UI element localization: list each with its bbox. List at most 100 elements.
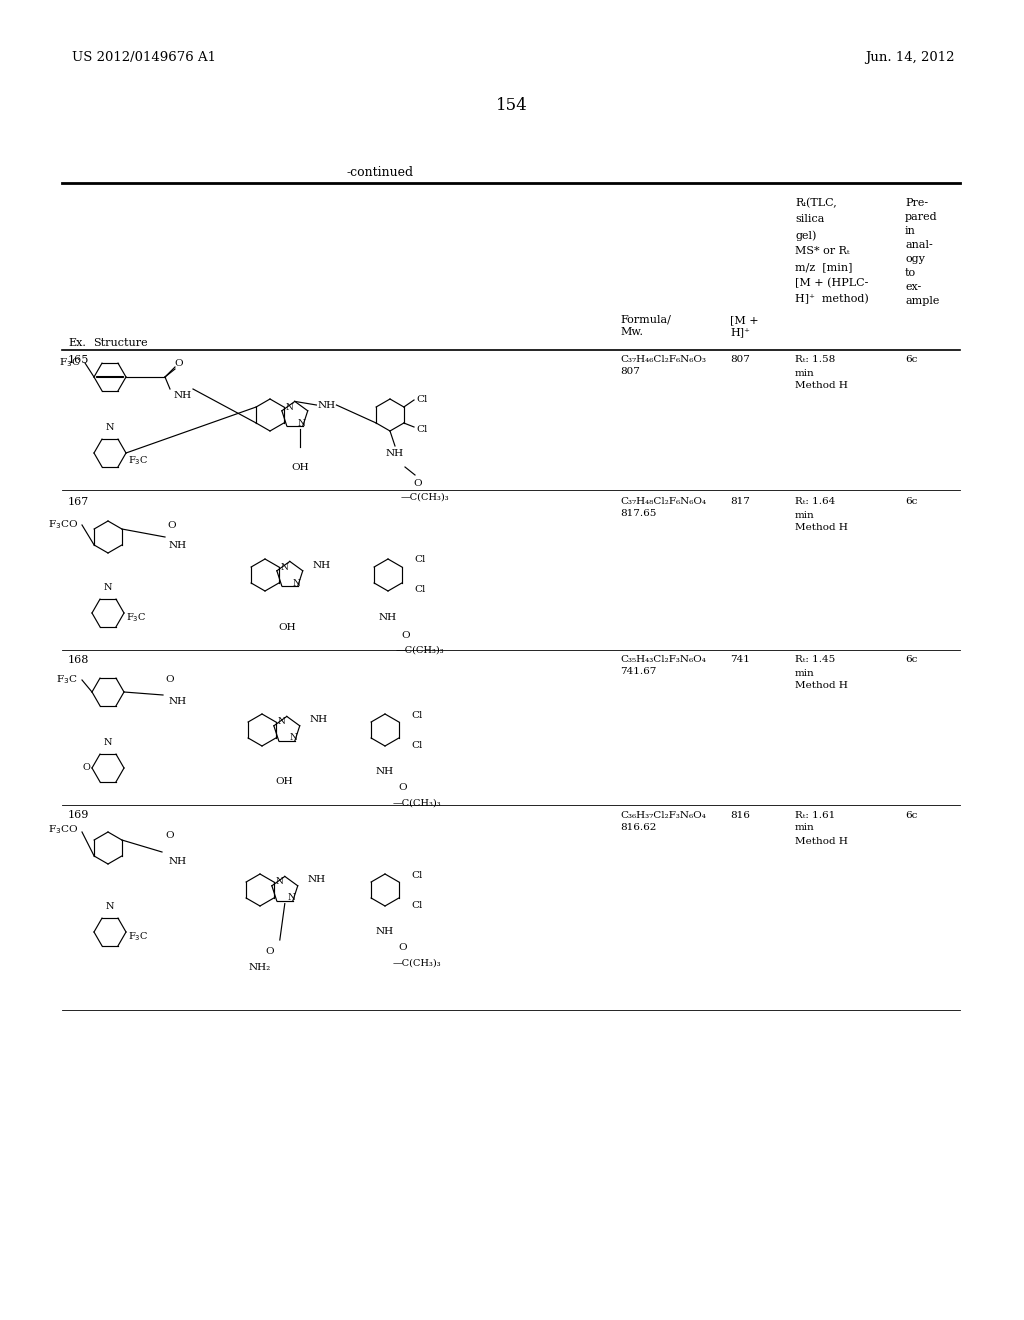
Text: F$_3$CO: F$_3$CO — [48, 519, 78, 532]
Text: Cl: Cl — [411, 900, 422, 909]
Text: -continued: -continued — [346, 165, 414, 178]
Text: min: min — [795, 511, 815, 520]
Text: O: O — [166, 676, 174, 685]
Text: 167: 167 — [68, 498, 89, 507]
Text: —C(CH₃)₃: —C(CH₃)₃ — [400, 492, 450, 502]
Text: NH: NH — [169, 858, 187, 866]
Text: Rₜ(TLC,: Rₜ(TLC, — [795, 198, 837, 209]
Text: 168: 168 — [68, 655, 89, 665]
Text: N: N — [281, 562, 289, 572]
Text: 741.67: 741.67 — [620, 668, 656, 676]
Text: pared: pared — [905, 213, 938, 222]
Text: NH: NH — [312, 561, 331, 569]
Text: 816: 816 — [730, 810, 750, 820]
Text: min: min — [795, 824, 815, 833]
Text: min: min — [795, 668, 815, 677]
Text: Jun. 14, 2012: Jun. 14, 2012 — [865, 51, 955, 65]
Text: Cl: Cl — [416, 396, 427, 404]
Text: 817.65: 817.65 — [620, 510, 656, 519]
Text: Rₜ: 1.45: Rₜ: 1.45 — [795, 656, 836, 664]
Text: H]⁺  method): H]⁺ method) — [795, 294, 868, 305]
Text: MS* or Rₜ: MS* or Rₜ — [795, 246, 850, 256]
Text: NH: NH — [379, 612, 397, 622]
Text: NH₂: NH₂ — [249, 964, 271, 973]
Text: silica: silica — [795, 214, 824, 224]
Text: Method H: Method H — [795, 681, 848, 690]
Text: H]⁺: H]⁺ — [730, 327, 750, 337]
Text: N: N — [298, 418, 306, 428]
Text: 6c: 6c — [905, 656, 918, 664]
Text: ex-: ex- — [905, 282, 922, 292]
Text: Cl: Cl — [411, 870, 422, 879]
Text: O: O — [265, 948, 274, 957]
Text: OH: OH — [275, 777, 293, 787]
Text: Cl: Cl — [414, 556, 425, 565]
Text: anal-: anal- — [905, 240, 933, 249]
Text: NH: NH — [376, 767, 394, 776]
Text: Cl: Cl — [411, 710, 422, 719]
Text: Cl: Cl — [416, 425, 427, 434]
Text: Method H: Method H — [795, 837, 848, 846]
Text: O: O — [168, 520, 176, 529]
Text: 6c: 6c — [905, 498, 918, 507]
Text: N: N — [103, 738, 113, 747]
Text: [M + (HPLC-: [M + (HPLC- — [795, 279, 868, 288]
Text: Rₜ: 1.64: Rₜ: 1.64 — [795, 498, 836, 507]
Text: Method H: Method H — [795, 381, 848, 391]
Text: OH: OH — [291, 462, 309, 471]
Text: F$_3$C: F$_3$C — [128, 454, 148, 467]
Text: N: N — [275, 878, 284, 887]
Text: 816.62: 816.62 — [620, 822, 656, 832]
Text: Mw.: Mw. — [620, 327, 643, 337]
Text: 169: 169 — [68, 810, 89, 820]
Text: C₃₇H₄₈Cl₂F₆N₆O₄: C₃₇H₄₈Cl₂F₆N₆O₄ — [620, 498, 707, 507]
Text: 807: 807 — [620, 367, 640, 376]
Text: Pre-: Pre- — [905, 198, 928, 209]
Text: Formula/: Formula/ — [620, 315, 671, 325]
Text: O: O — [398, 784, 408, 792]
Text: N: N — [105, 422, 115, 432]
Text: [M +: [M + — [730, 315, 759, 325]
Text: 817: 817 — [730, 498, 750, 507]
Text: N: N — [290, 734, 298, 742]
Text: F$_3$CO: F$_3$CO — [48, 824, 78, 837]
Text: NH: NH — [169, 540, 187, 549]
Text: C₃₆H₃₇Cl₂F₃N₆O₄: C₃₆H₃₇Cl₂F₃N₆O₄ — [620, 810, 706, 820]
Text: NH: NH — [376, 928, 394, 936]
Text: Rₜ: 1.58: Rₜ: 1.58 — [795, 355, 836, 364]
Text: N: N — [288, 894, 296, 903]
Text: min: min — [795, 368, 815, 378]
Text: NH: NH — [169, 697, 187, 706]
Text: Ex.: Ex. — [68, 338, 86, 348]
Text: N: N — [286, 403, 294, 412]
Text: F$_3$C: F$_3$C — [59, 356, 81, 370]
Text: 154: 154 — [496, 96, 528, 114]
Text: O: O — [398, 944, 408, 953]
Text: m/z  [min]: m/z [min] — [795, 261, 853, 272]
Text: gel): gel) — [795, 230, 816, 240]
Text: C₃₅H₄₃Cl₂F₃N₆O₄: C₃₅H₄₃Cl₂F₃N₆O₄ — [620, 656, 706, 664]
Text: F$_3$C: F$_3$C — [126, 611, 146, 624]
Text: NH: NH — [386, 449, 404, 458]
Text: NH: NH — [307, 875, 326, 884]
Text: NH: NH — [174, 391, 193, 400]
Text: Method H: Method H — [795, 524, 848, 532]
Text: C₃₇H₄₆Cl₂F₆N₆O₃: C₃₇H₄₆Cl₂F₆N₆O₃ — [620, 355, 706, 364]
Text: Rₜ: 1.61: Rₜ: 1.61 — [795, 810, 836, 820]
Text: Cl: Cl — [414, 586, 425, 594]
Text: O: O — [414, 479, 422, 487]
Text: US 2012/0149676 A1: US 2012/0149676 A1 — [72, 51, 216, 65]
Text: Cl: Cl — [411, 741, 422, 750]
Text: O: O — [166, 832, 174, 841]
Text: N: N — [103, 583, 113, 591]
Text: 6c: 6c — [905, 810, 918, 820]
Text: 741: 741 — [730, 656, 750, 664]
Text: NH: NH — [309, 715, 328, 725]
Text: OH: OH — [279, 623, 296, 631]
Text: —C(CH₃)₃: —C(CH₃)₃ — [392, 799, 441, 808]
Text: F$_3$C: F$_3$C — [128, 931, 148, 944]
Text: ample: ample — [905, 296, 939, 306]
Text: ogy: ogy — [905, 253, 925, 264]
Text: N: N — [293, 578, 301, 587]
Text: N: N — [105, 902, 115, 911]
